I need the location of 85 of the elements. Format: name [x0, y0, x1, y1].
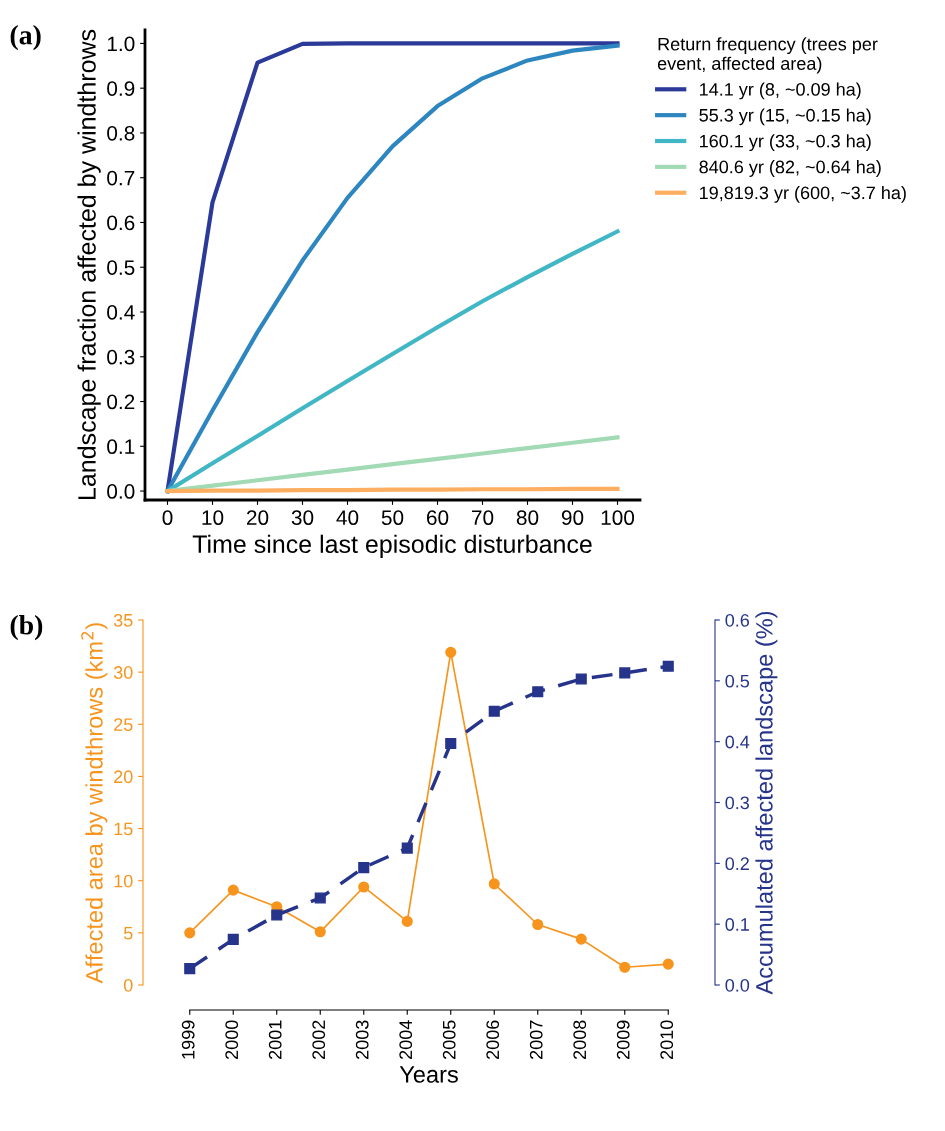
x-tick-label: 90: [561, 510, 584, 526]
x-tick-label: 10: [202, 510, 224, 526]
x-tick-label: 30: [291, 510, 314, 526]
point: [575, 673, 587, 685]
point: [662, 958, 674, 970]
point: [619, 667, 631, 679]
point: [184, 927, 196, 939]
point: [401, 915, 413, 927]
x-tick-label: 2005: [442, 1020, 456, 1059]
x-tick-label: 2006: [486, 1020, 500, 1059]
y-tick-label: 0.5: [107, 260, 135, 275]
point: [532, 686, 544, 698]
y2-tick-label: 0.6: [725, 613, 750, 627]
y-tick-label: 0.8: [107, 125, 135, 141]
y-tick-label: 0.1: [107, 439, 135, 455]
legend-label: 55.3 yr (15, ~0.15 ha): [699, 108, 871, 126]
point: [358, 881, 370, 893]
y-axis-title: Landscape fraction affected by windthrows: [77, 29, 101, 499]
x-tick-label: 2008: [573, 1020, 587, 1059]
x-tick-label: 50: [381, 510, 404, 526]
y2-tick-label: 0.4: [725, 735, 750, 749]
y-tick-label: 1.0: [107, 36, 135, 52]
point: [662, 660, 674, 672]
point: [358, 862, 370, 874]
y-tick-label: 0.2: [107, 394, 135, 410]
point: [401, 842, 413, 854]
x-tick-label: 2004: [399, 1020, 413, 1059]
x-tick-label: 2000: [225, 1020, 239, 1059]
y2-tick-label: 0.1: [725, 918, 749, 931]
y-tick-label: 0.6: [107, 215, 135, 231]
legend-label: 840.6 yr (82, ~0.64 ha): [699, 160, 881, 177]
chart-title: (b): [10, 615, 43, 641]
y-tick-label: 10: [114, 874, 133, 888]
point: [445, 646, 457, 658]
x-tick-label: 80: [516, 510, 539, 526]
legend-label: 19,819.3 yr (600, ~3.7 ha): [700, 185, 906, 203]
x-axis-title: Years: [399, 1066, 458, 1083]
point: [271, 909, 283, 921]
point: [227, 884, 239, 896]
y-axis-title: Affected area by windthrows (km$^{2}$): [81, 623, 108, 984]
x-tick-label: 70: [471, 510, 494, 526]
y-tick-label: 0.4: [107, 305, 135, 320]
y-tick-label: 0.7: [107, 170, 135, 186]
x-tick-label: 60: [426, 510, 449, 526]
legend-label: 160.1 yr (33, ~0.3 ha): [700, 134, 871, 152]
x-tick-label: 2002: [312, 1020, 326, 1059]
legend-title: Return frequency (trees per event, affected area): [657, 37, 878, 74]
point: [575, 933, 587, 945]
y-tick-label: 0.3: [107, 349, 135, 365]
x-tick-label: 20: [246, 510, 269, 526]
y-tick-label: 30: [113, 666, 133, 679]
y2-tick-label: 0.0: [725, 978, 750, 992]
point: [488, 878, 500, 890]
point: [314, 892, 326, 904]
y-tick-label: 20: [114, 770, 133, 784]
x-axis-title: Time since last episodic disturbance: [192, 534, 592, 558]
point: [314, 926, 326, 938]
point: [227, 933, 239, 945]
y2-tick-label: 0.2: [725, 857, 749, 871]
x-tick-label: 0: [162, 510, 173, 526]
y2-tick-label: 0.3: [725, 796, 750, 810]
x-tick-label: 40: [336, 510, 359, 526]
y-tick-label: 0.9: [107, 81, 135, 96]
point: [445, 737, 457, 750]
x-tick-label: 100: [601, 510, 635, 526]
x-tick-label: 2007: [529, 1020, 543, 1059]
chart-title: (a): [10, 25, 41, 51]
y-tick-label: 0: [123, 978, 133, 992]
point: [184, 963, 196, 975]
y-tick-label: 0.0: [107, 484, 135, 499]
x-tick-label: 2001: [268, 1020, 282, 1059]
point: [619, 961, 631, 973]
x-tick-label: 2010: [660, 1020, 674, 1059]
y-tick-label: 15: [114, 822, 133, 836]
x-tick-label: 2009: [616, 1020, 630, 1059]
point: [488, 705, 500, 717]
y-tick-label: 35: [113, 613, 133, 627]
x-tick-label: 2003: [355, 1020, 369, 1059]
y2-tick-label: 0.5: [725, 674, 750, 688]
y-tick-label: 25: [114, 718, 133, 732]
point: [532, 918, 544, 931]
x-tick-label: 1999: [181, 1020, 195, 1059]
legend-label: 14.1 yr (8, ~0.09 ha): [700, 82, 861, 100]
y-tick-label: 5: [123, 926, 133, 940]
y2-axis-title: Accumulated affected landscape (%): [755, 611, 778, 995]
